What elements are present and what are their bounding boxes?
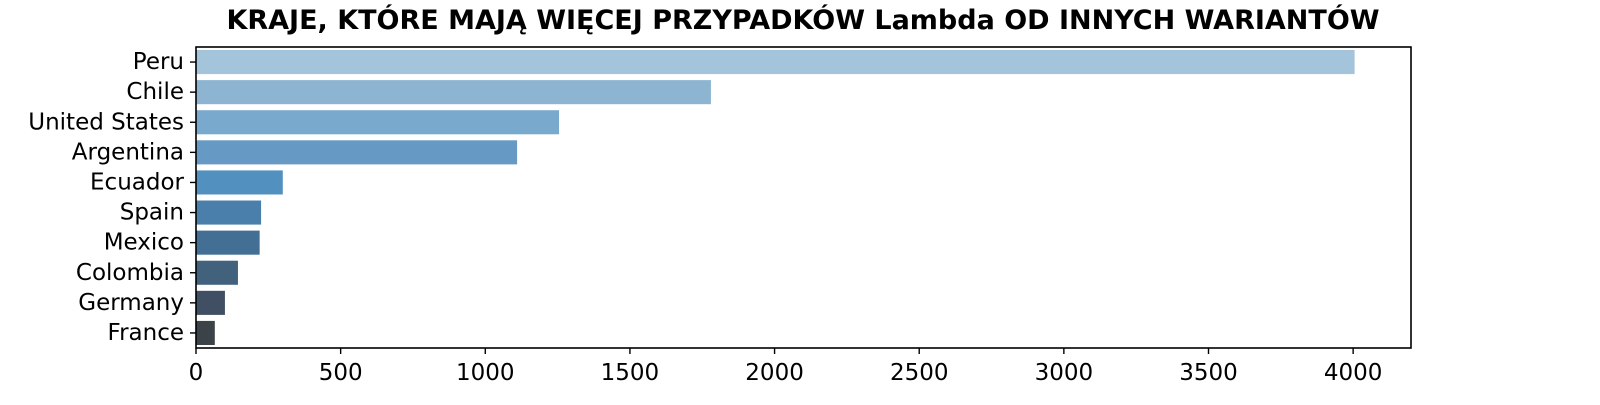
bar-argentina: [196, 140, 518, 165]
y-tick-label-france: France: [108, 320, 184, 346]
bar-france: [196, 320, 215, 345]
x-tick-label: 3500: [1179, 360, 1238, 386]
y-tick-label-mexico: Mexico: [104, 230, 184, 256]
y-axis-labels: Peru Chile United States Argentina Ecuador Sp…: [28, 49, 196, 346]
x-axis-ticks: 0 500 1000 1500 2000 2500 3000 3500 4000: [189, 348, 1383, 386]
y-tick-label-united-states: United States: [28, 109, 184, 135]
bar-ecuador: [196, 170, 283, 195]
bar-colombia: [196, 260, 238, 285]
y-tick-label-germany: Germany: [78, 290, 184, 316]
y-tick-label-chile: Chile: [126, 79, 184, 105]
y-tick-label-spain: Spain: [120, 200, 184, 226]
chart-title: KRAJE, KTÓRE MAJĄ WIĘCEJ PRZYPADKÓW Lamb…: [226, 4, 1379, 36]
y-tick-label-argentina: Argentina: [72, 139, 184, 165]
x-tick-label: 1500: [601, 360, 660, 386]
x-tick-label: 2000: [745, 360, 804, 386]
plot-area-frame: [195, 46, 1412, 349]
bar-united-states: [196, 110, 560, 135]
bars-group: [196, 50, 1355, 345]
x-tick-label: 4000: [1324, 360, 1383, 386]
bar-mexico: [196, 230, 260, 255]
bar-chile: [196, 80, 711, 105]
bar-germany: [196, 290, 225, 315]
x-tick-label: 1000: [456, 360, 515, 386]
x-tick-label: 3000: [1035, 360, 1094, 386]
x-tick-label: 500: [319, 360, 363, 386]
y-tick-label-colombia: Colombia: [76, 260, 184, 286]
y-tick-label-peru: Peru: [133, 49, 184, 75]
x-tick-label: 2500: [890, 360, 949, 386]
y-tick-label-ecuador: Ecuador: [90, 169, 185, 195]
bar-spain: [196, 200, 262, 225]
bar-peru: [196, 50, 1355, 75]
x-tick-label: 0: [189, 360, 204, 386]
